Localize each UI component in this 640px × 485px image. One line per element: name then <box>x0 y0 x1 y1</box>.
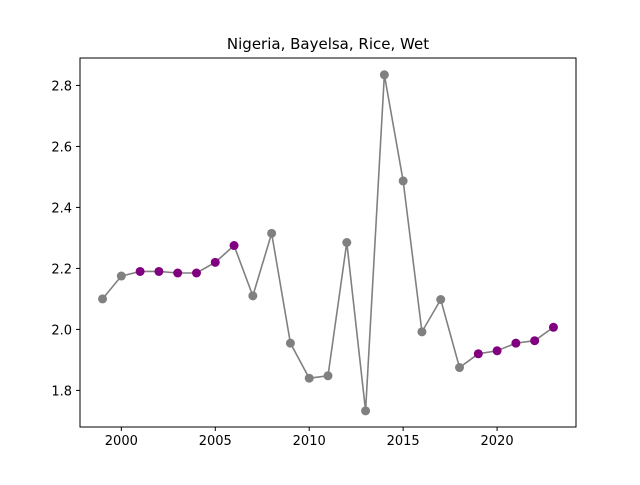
data-point <box>511 338 521 348</box>
series-line <box>101 74 554 411</box>
chart-title: Nigeria, Bayelsa, Rice, Wet <box>227 35 429 53</box>
data-point <box>473 349 483 359</box>
x-tick-label: 2015 <box>387 434 420 449</box>
y-tick-label: 1.8 <box>51 384 72 399</box>
data-point <box>530 336 540 346</box>
data-point <box>98 294 108 304</box>
x-tick-label: 2005 <box>199 434 232 449</box>
data-point <box>154 266 164 276</box>
y-tick-label: 2.8 <box>51 79 72 94</box>
data-point <box>379 70 389 80</box>
data-point <box>285 338 295 348</box>
data-point <box>361 406 371 416</box>
data-point <box>455 363 465 373</box>
data-point <box>342 238 352 247</box>
data-point <box>492 346 502 356</box>
data-point <box>398 176 408 186</box>
data-point <box>417 327 427 337</box>
data-series <box>98 70 558 416</box>
data-point <box>191 268 201 278</box>
y-tick-label: 2.0 <box>51 323 72 338</box>
y-tick-label: 2.2 <box>51 262 72 277</box>
data-point <box>116 271 126 281</box>
data-point <box>135 266 145 276</box>
y-tick-label: 2.4 <box>51 201 72 216</box>
data-point <box>323 371 333 381</box>
x-tick-label: 2000 <box>105 434 138 449</box>
plot-area-frame <box>79 57 577 428</box>
x-tick-label: 2020 <box>481 434 514 449</box>
y-axis: 1.8 2.0 2.2 2.4 2.6 2.8 <box>51 79 80 399</box>
y-tick-label: 2.6 <box>51 140 72 155</box>
data-point <box>229 241 239 251</box>
x-axis: 2000 2005 2010 2015 2020 <box>105 427 514 449</box>
data-point <box>304 373 314 383</box>
data-point <box>267 228 277 238</box>
data-point <box>548 322 558 332</box>
x-tick-label: 2010 <box>293 434 326 449</box>
data-point <box>436 295 446 305</box>
data-point <box>173 268 183 278</box>
data-point <box>248 291 258 301</box>
data-point <box>210 257 220 267</box>
